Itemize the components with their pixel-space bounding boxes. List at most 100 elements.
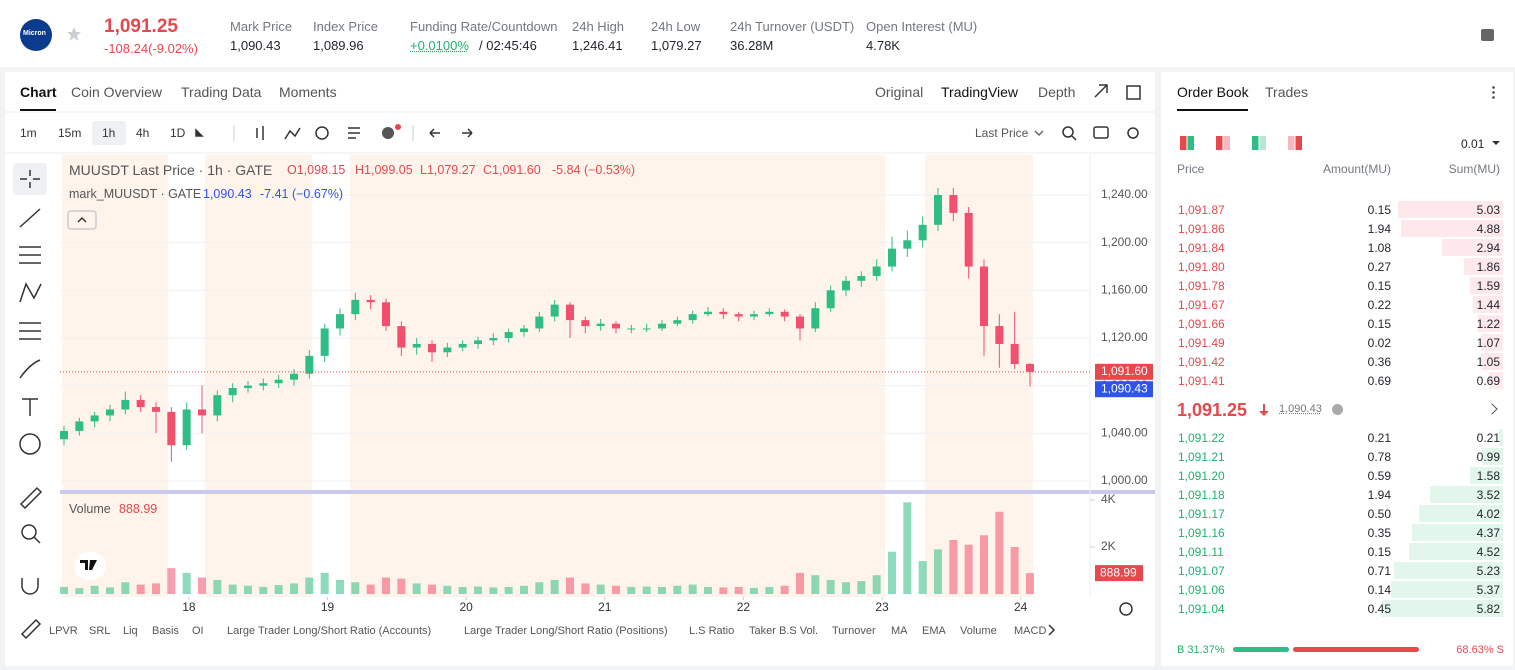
ob-price[interactable]: 1,091.78: [1178, 279, 1225, 293]
ob-amount[interactable]: 0.15: [1367, 203, 1391, 217]
ob-amount[interactable]: 0.59: [1367, 469, 1391, 483]
replay[interactable]: [315, 126, 329, 140]
ob-price[interactable]: 1,091.11: [1178, 545, 1224, 559]
fullscreen[interactable]: [1094, 84, 1108, 98]
ob-sum[interactable]: 4.37: [1476, 526, 1500, 540]
ob-price[interactable]: 1,091.21: [1178, 450, 1225, 464]
projection-tool[interactable]: [19, 322, 41, 340]
ob-sum[interactable]: 1.58: [1476, 469, 1500, 483]
ob-sum[interactable]: 3.52: [1476, 488, 1500, 502]
ob-price[interactable]: 1,091.17: [1178, 507, 1225, 521]
indicator-scroll[interactable]: [1048, 624, 1056, 636]
ob-amount[interactable]: 0.78: [1367, 450, 1391, 464]
indicator-tab[interactable]: LPVR: [49, 625, 78, 637]
ob-sum[interactable]: 1.59: [1476, 279, 1500, 293]
candle-type[interactable]: [256, 126, 264, 140]
ob-precision[interactable]: 0.01: [1461, 137, 1485, 151]
ob-precision-arrow[interactable]: [1492, 141, 1500, 149]
indicator-tab[interactable]: Basis: [152, 625, 179, 637]
ob-price[interactable]: 1,091.41: [1178, 374, 1225, 388]
chart-settings[interactable]: [1119, 602, 1133, 616]
ob-amount[interactable]: 0.45: [1367, 602, 1391, 616]
ob-layout-icon[interactable]: [1216, 136, 1230, 150]
ob-price[interactable]: 1,091.20: [1178, 469, 1225, 483]
ob-amount[interactable]: 1.94: [1367, 222, 1391, 236]
ob-price[interactable]: 1,091.67: [1178, 298, 1225, 312]
templates[interactable]: [348, 127, 360, 139]
ob-amount[interactable]: 0.15: [1367, 279, 1391, 293]
ob-amount[interactable]: 0.15: [1367, 545, 1391, 559]
ob-sum[interactable]: 0.99: [1476, 450, 1500, 464]
ob-amount[interactable]: 0.14: [1367, 583, 1391, 597]
screenshot[interactable]: [1093, 126, 1109, 139]
ob-price[interactable]: 1,091.16: [1178, 526, 1225, 540]
zoom-tool[interactable]: [21, 524, 37, 540]
indicator-tab[interactable]: Liq: [123, 625, 138, 637]
price-type[interactable]: Last Price: [975, 126, 1029, 140]
price-type-dropdown[interactable]: [1034, 130, 1044, 137]
ob-price[interactable]: 1,091.87: [1178, 203, 1225, 217]
ob-sum[interactable]: 4.02: [1476, 507, 1500, 521]
ob-amount[interactable]: 0.22: [1367, 298, 1391, 312]
magnet-tool[interactable]: [21, 578, 39, 595]
indicator-tab[interactable]: Volume: [960, 625, 997, 637]
ob-amount[interactable]: 0.27: [1367, 260, 1391, 274]
ob-price[interactable]: 1,091.66: [1178, 317, 1225, 331]
ob-sum[interactable]: 5.03: [1476, 203, 1500, 217]
redo[interactable]: [462, 128, 473, 138]
indicator-tab[interactable]: Large Trader Long/Short Ratio (Accounts): [227, 625, 432, 637]
interval[interactable]: 15m: [58, 126, 82, 140]
ob-sum[interactable]: 4.88: [1476, 222, 1500, 236]
ob-amount[interactable]: 0.15: [1367, 317, 1391, 331]
ob-price[interactable]: 1,091.06: [1178, 583, 1225, 597]
indicators[interactable]: [284, 127, 301, 140]
ob-price[interactable]: 1,091.86: [1178, 222, 1225, 236]
ob-sum[interactable]: 4.52: [1476, 545, 1500, 559]
indicator-tab[interactable]: Turnover: [832, 625, 876, 637]
brush-tool[interactable]: [19, 359, 41, 379]
indicator-tab[interactable]: SRL: [89, 625, 111, 637]
ob-menu[interactable]: [1492, 85, 1495, 99]
ob-amount[interactable]: 0.35: [1367, 526, 1391, 540]
fib-tool[interactable]: [19, 246, 41, 264]
ob-layout-icon[interactable]: [1180, 136, 1194, 150]
ob-sum[interactable]: 1.86: [1476, 260, 1500, 274]
ob-amount[interactable]: 0.50: [1367, 507, 1391, 521]
ruler-tool[interactable]: [19, 486, 43, 510]
ob-price[interactable]: 1,091.42: [1178, 355, 1225, 369]
indicator-tab[interactable]: Taker B.S Vol.: [749, 625, 819, 637]
add-alert[interactable]: [382, 127, 394, 139]
ob-amount[interactable]: 0.71: [1367, 564, 1391, 578]
ob-price[interactable]: 1,091.18: [1178, 488, 1225, 502]
interval[interactable]: 1D: [170, 126, 186, 140]
ob-layout-icon[interactable]: [1252, 136, 1266, 150]
notes-icon[interactable]: [1481, 29, 1494, 41]
lock-tool[interactable]: [20, 618, 42, 640]
view-tab[interactable]: Depth: [1038, 84, 1076, 100]
indicator-tab[interactable]: EMA: [922, 625, 946, 637]
ob-amount[interactable]: 0.69: [1367, 374, 1391, 388]
ob-amount[interactable]: 1.08: [1367, 241, 1391, 255]
ob-sum[interactable]: 5.82: [1476, 602, 1500, 616]
view-tab[interactable]: TradingView: [941, 84, 1019, 100]
indicator-tab[interactable]: MACD: [1014, 625, 1047, 637]
chart-tab[interactable]: Trading Data: [181, 84, 262, 100]
ob-sum[interactable]: 1.07: [1476, 336, 1500, 350]
ob-price[interactable]: 1,091.84: [1178, 241, 1225, 255]
ob-amount[interactable]: 0.21: [1367, 431, 1391, 445]
ob-sum[interactable]: 1.44: [1476, 298, 1500, 312]
ob-sum[interactable]: 0.21: [1476, 431, 1500, 445]
search[interactable]: [1062, 126, 1074, 138]
ob-amount[interactable]: 0.36: [1367, 355, 1391, 369]
pattern-tool[interactable]: [19, 282, 42, 303]
ob-sum[interactable]: 1.22: [1476, 317, 1500, 331]
interval-dropdown[interactable]: [195, 128, 204, 137]
settings[interactable]: [1127, 127, 1139, 139]
ob-price[interactable]: 1,091.04: [1178, 602, 1225, 616]
crosshair-tool[interactable]: [20, 170, 40, 188]
collapse-legend[interactable]: [67, 210, 97, 230]
ob-tab[interactable]: Order Book: [1177, 84, 1249, 100]
ob-amount[interactable]: 0.02: [1367, 336, 1391, 350]
indicator-tab[interactable]: OI: [192, 625, 204, 637]
chart-tab[interactable]: Moments: [279, 84, 337, 100]
